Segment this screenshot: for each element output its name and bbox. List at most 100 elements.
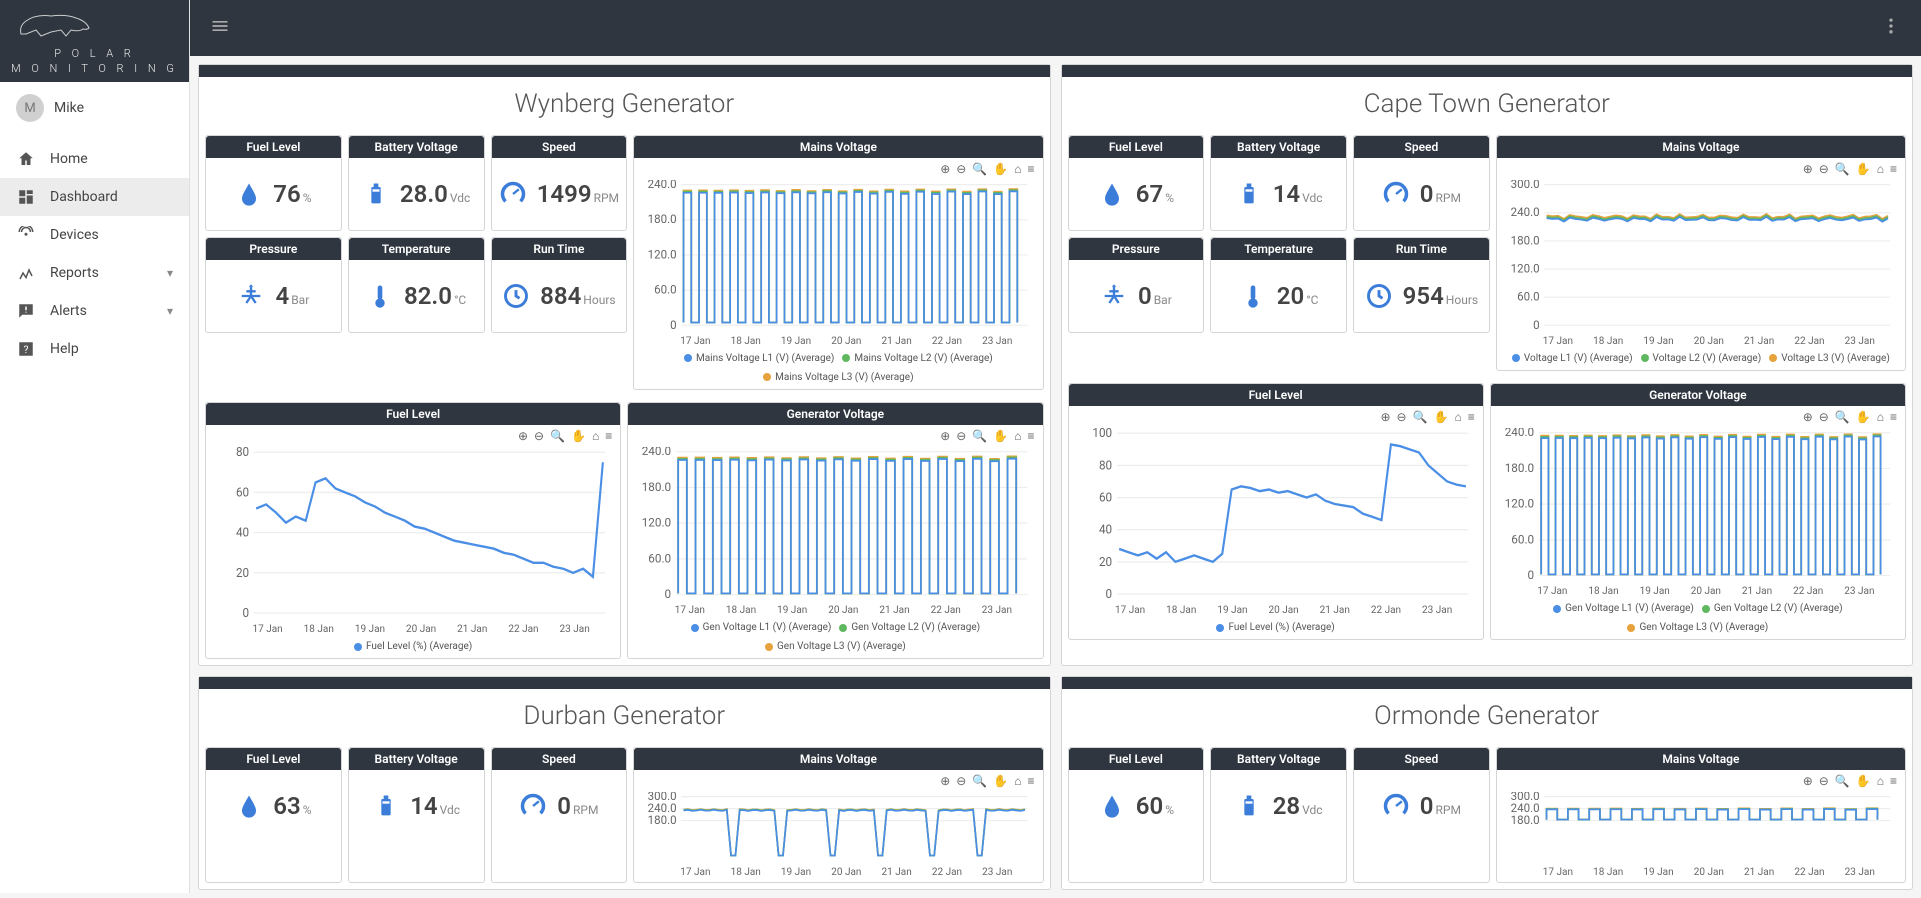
chart-legend: Gen Voltage L1 (V) (Average)Gen Voltage … [628,620,1042,658]
zoom-select-icon[interactable]: 🔍 [972,162,987,176]
gauge-icon [1382,180,1410,208]
zoom-in-icon[interactable]: ⊕ [1803,162,1813,176]
sidebar-item-reports[interactable]: Reports▾ [0,254,189,292]
generator-panel: Cape Town Generator Fuel Level 67% Press… [1061,64,1914,666]
pressure-icon [237,282,265,310]
gauge-icon [499,180,527,208]
zoom-in-icon[interactable]: ⊕ [1803,774,1813,788]
zoom-out-icon[interactable]: ⊖ [956,429,966,443]
chart-header: Fuel Level [206,403,620,425]
metric-header: Battery Voltage [349,748,484,770]
home-icon[interactable]: ⌂ [1877,162,1884,176]
chart-card: Mains Voltage ⊕ ⊖ 🔍 ✋ ⌂ ≡ 060.0120.0180.… [1496,135,1906,371]
metric-value: 4Bar [275,282,309,310]
zoom-in-icon[interactable]: ⊕ [1803,410,1813,424]
zoom-in-icon[interactable]: ⊕ [1380,410,1390,424]
pan-icon[interactable]: ✋ [1856,774,1871,788]
zoom-in-icon[interactable]: ⊕ [518,429,528,443]
metric-header: Run Time [1354,238,1489,260]
pan-icon[interactable]: ✋ [1856,410,1871,424]
zoom-out-icon[interactable]: ⊖ [1819,410,1829,424]
chevron-down-icon: ▾ [167,266,173,280]
zoom-out-icon[interactable]: ⊖ [1819,774,1829,788]
metric-header: Battery Voltage [349,136,484,158]
menu-icon[interactable]: ≡ [1890,774,1897,788]
pan-icon[interactable]: ✋ [993,429,1008,443]
svg-text:0: 0 [1533,318,1539,330]
chart-body: 060.0120.0180.0240.0 [1491,428,1905,584]
chart-header: Generator Voltage [628,403,1042,425]
zoom-in-icon[interactable]: ⊕ [940,162,950,176]
pan-icon[interactable]: ✋ [993,774,1008,788]
drop-icon [1098,180,1126,208]
zoom-select-icon[interactable]: 🔍 [1413,410,1428,424]
metric-value: 67% [1136,180,1174,208]
metric-fuel: Fuel Level 63% [205,747,342,883]
sidebar-item-dashboard[interactable]: Dashboard [0,178,189,216]
panel-bar [1062,65,1913,77]
metric-value: 28Vdc [1273,792,1323,820]
pan-icon[interactable]: ✋ [1434,410,1449,424]
home-icon[interactable]: ⌂ [1877,410,1884,424]
menu-icon[interactable]: ≡ [1027,162,1034,176]
metric-value: 20°C [1277,282,1319,310]
nav-label: Dashboard [50,189,118,205]
metric-value: 63% [273,792,311,820]
sidebar-item-home[interactable]: Home [0,140,189,178]
main-content: Wynberg Generator Fuel Level 76% Pressur… [190,56,1921,898]
hamburger-menu-icon[interactable] [202,8,238,48]
home-icon[interactable]: ⌂ [1014,774,1021,788]
zoom-out-icon[interactable]: ⊖ [534,429,544,443]
menu-icon[interactable]: ≡ [1468,410,1475,424]
zoom-in-icon[interactable]: ⊕ [940,774,950,788]
svg-text:60.0: 60.0 [1511,532,1534,546]
menu-icon[interactable]: ≡ [1027,774,1034,788]
metric-unit: RPM [594,191,619,205]
sidebar-item-alerts[interactable]: Alerts▾ [0,292,189,330]
more-vert-icon[interactable] [1873,8,1909,48]
metric-unit: % [303,803,312,817]
metric-value: 82.0°C [404,282,466,310]
nav-list: Home Dashboard DevicesReports▾Alerts▾?Help [0,134,189,374]
metric-speed: Speed 0RPM [491,747,628,883]
zoom-out-icon[interactable]: ⊖ [956,774,966,788]
sidebar-item-help[interactable]: ?Help [0,330,189,368]
zoom-out-icon[interactable]: ⊖ [1397,410,1407,424]
menu-icon[interactable]: ≡ [1027,429,1034,443]
drop-icon [235,180,263,208]
svg-text:180.0: 180.0 [648,813,677,827]
chart-card: Generator Voltage ⊕ ⊖ 🔍 ✋ ⌂ ≡ 060.0120.0… [627,402,1043,659]
home-icon[interactable]: ⌂ [1454,410,1461,424]
zoom-select-icon[interactable]: 🔍 [972,774,987,788]
metric-pressure: Pressure 0Bar [1068,237,1205,333]
home-icon[interactable]: ⌂ [1014,429,1021,443]
metric-unit: Hours [1446,293,1478,307]
chart-legend: Fuel Level (%) (Average) [206,639,620,658]
zoom-select-icon[interactable]: 🔍 [1835,410,1850,424]
svg-text:80: 80 [236,447,249,460]
svg-text:20: 20 [236,565,249,581]
menu-icon[interactable]: ≡ [1890,410,1897,424]
zoom-select-icon[interactable]: 🔍 [972,429,987,443]
metric-fuel: Fuel Level 60% [1068,747,1205,883]
battery-icon [372,792,400,820]
zoom-out-icon[interactable]: ⊖ [956,162,966,176]
zoom-select-icon[interactable]: 🔍 [1835,774,1850,788]
zoom-out-icon[interactable]: ⊖ [1819,162,1829,176]
zoom-select-icon[interactable]: 🔍 [550,429,565,443]
svg-text:240.0: 240.0 [648,801,677,815]
user-row[interactable]: M Mike [0,82,189,134]
home-icon[interactable]: ⌂ [1014,162,1021,176]
metric-fuel: Fuel Level 67% [1068,135,1205,231]
menu-icon[interactable]: ≡ [605,429,612,443]
home-icon[interactable]: ⌂ [1877,774,1884,788]
pan-icon[interactable]: ✋ [1856,162,1871,176]
pan-icon[interactable]: ✋ [571,429,586,443]
zoom-select-icon[interactable]: 🔍 [1835,162,1850,176]
home-icon[interactable]: ⌂ [592,429,599,443]
zoom-in-icon[interactable]: ⊕ [940,429,950,443]
pan-icon[interactable]: ✋ [993,162,1008,176]
sidebar-item-devices[interactable]: Devices [0,216,189,254]
menu-icon[interactable]: ≡ [1890,162,1897,176]
panel-bar [199,65,1050,77]
